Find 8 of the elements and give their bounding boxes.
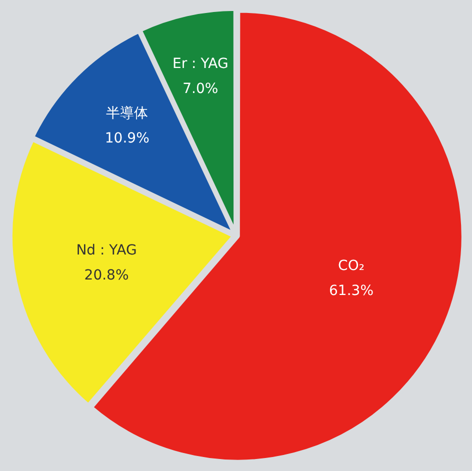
slice-label: CO₂ xyxy=(338,258,364,274)
slice-label: 半導体 xyxy=(106,106,148,122)
data-label: 10.9% xyxy=(104,130,150,147)
slice-label: Er : YAG xyxy=(172,56,228,72)
data-label: 61.3% xyxy=(329,282,374,299)
slice-label: Nd : YAG xyxy=(76,242,137,258)
data-label: 7.0% xyxy=(182,80,218,97)
data-label: 20.8% xyxy=(84,267,129,284)
